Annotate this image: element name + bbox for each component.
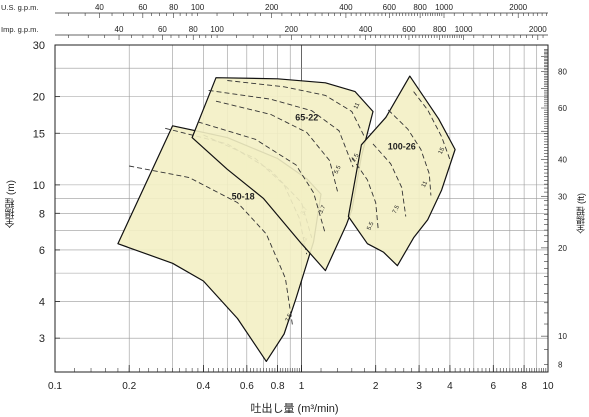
x-tick-label: 3 — [416, 381, 422, 392]
x-tick-label: 0.6 — [240, 381, 254, 392]
y-tick-label: 30 — [33, 40, 45, 52]
usgpm-tick-label: 40 — [95, 3, 104, 12]
x-tick-label: 10 — [542, 381, 554, 392]
model-label-65-22: 65-22 — [295, 112, 318, 122]
impgpm-title: Imp. g.p.m. — [1, 25, 39, 34]
x-tick-label: 0.8 — [271, 381, 285, 392]
motor-kw-label: 15 — [438, 146, 447, 155]
usgpm-tick-label: 60 — [138, 3, 147, 12]
ft-tick-label: 60 — [558, 104, 567, 113]
x-tick-label: 0.2 — [122, 381, 136, 392]
motor-curve-5.5 — [215, 100, 338, 192]
ft-tick-label: 8 — [558, 361, 563, 370]
x-tick-label: 0.1 — [48, 381, 62, 392]
x-tick-label: 4 — [447, 381, 453, 392]
usgpm-tick-label: 80 — [169, 3, 178, 12]
impgpm-tick-label: 1000 — [455, 25, 473, 34]
motor-curve-7.5 — [208, 89, 354, 168]
y-tick-label: 4 — [39, 297, 45, 309]
usgpm-tick-label: 2000 — [509, 3, 527, 12]
usgpm-tick-label: 400 — [339, 3, 353, 12]
y-tick-label: 3 — [39, 333, 45, 345]
impgpm-tick-label: 80 — [189, 25, 198, 34]
ft-tick-label: 10 — [558, 332, 567, 341]
region-outline-100-26 — [347, 75, 456, 267]
model-label-50-18: 50-18 — [232, 192, 255, 202]
y-tick-label: 10 — [33, 180, 45, 192]
y-tick-label: 8 — [39, 208, 45, 220]
x-tick-label: 6 — [491, 381, 497, 392]
x-tick-label: 1 — [299, 381, 305, 392]
usgpm-title: U.S. g.p.m. — [1, 3, 39, 12]
motor-curve-7.5 — [372, 143, 407, 217]
impgpm-tick-label: 600 — [402, 25, 416, 34]
impgpm-tick-label: 2000 — [529, 25, 547, 34]
usgpm-tick-label: 800 — [413, 3, 427, 12]
y-tick-label: 6 — [39, 245, 45, 257]
impgpm-tick-label: 40 — [115, 25, 124, 34]
motor-kw-label: 5.5 — [334, 164, 343, 175]
motor-kw-label: 3.7 — [318, 204, 327, 215]
motor-kw-label: 7.5 — [352, 152, 361, 163]
model-label-100-26: 100-26 — [388, 142, 416, 152]
motor-curve-5.5 — [351, 157, 379, 231]
y-tick-label: 20 — [33, 92, 45, 104]
flow-gpm-scales: 40 60 80 100 200 400 600 800 1000 2000 U.S. g.p.m.… — [1, 3, 548, 40]
impgpm-tick-label: 800 — [433, 25, 447, 34]
impgpm-tick-label: 100 — [210, 25, 224, 34]
ft-tick-label: 30 — [558, 192, 567, 201]
y-axis-label-ft: 全揚程 (ft) — [576, 193, 586, 234]
x-tick-label: 8 — [521, 381, 527, 392]
usgpm-tick-label: 200 — [265, 3, 279, 12]
y-tick-label: 15 — [33, 128, 45, 140]
x-axis-label: 吐出し量 (m³/min) — [250, 403, 339, 415]
x-tick-label: 0.4 — [196, 381, 210, 392]
usgpm-tick-label: 600 — [383, 3, 397, 12]
motor-curve-7.5 — [129, 165, 294, 327]
motor-kw-label: 7.5 — [392, 204, 401, 215]
ft-tick-label: 20 — [558, 244, 567, 253]
impgpm-tick-label: 60 — [158, 25, 167, 34]
y-axis-label-m: 全揚程 (m) — [6, 180, 17, 228]
motor-kw-label: 5.5 — [367, 221, 376, 232]
motor-curve-15 — [413, 91, 451, 160]
ft-tick-label: 80 — [558, 67, 567, 76]
motor-kw-label: 11 — [353, 101, 361, 110]
motor-kw-label: 11 — [421, 180, 429, 189]
pump-regions: 7.53.72.250-18117.55.53.765-2215117.55.5… — [117, 75, 456, 362]
impgpm-tick-label: 200 — [285, 25, 299, 34]
usgpm-tick-label: 1000 — [435, 3, 453, 12]
impgpm-tick-label: 400 — [359, 25, 373, 34]
motor-kw-label: 7.5 — [285, 312, 294, 323]
motor-curve-3.7 — [197, 121, 326, 235]
x-tick-label: 2 — [373, 381, 379, 392]
ft-tick-label: 40 — [558, 156, 567, 165]
motor-curve-11 — [227, 80, 365, 137]
usgpm-tick-label: 100 — [191, 3, 205, 12]
axes: 0.1 0.2 0.4 0.6 0.8 1 2 3 4 6 8 1030201510864380604… — [33, 40, 568, 392]
motor-curve-11 — [387, 109, 432, 196]
